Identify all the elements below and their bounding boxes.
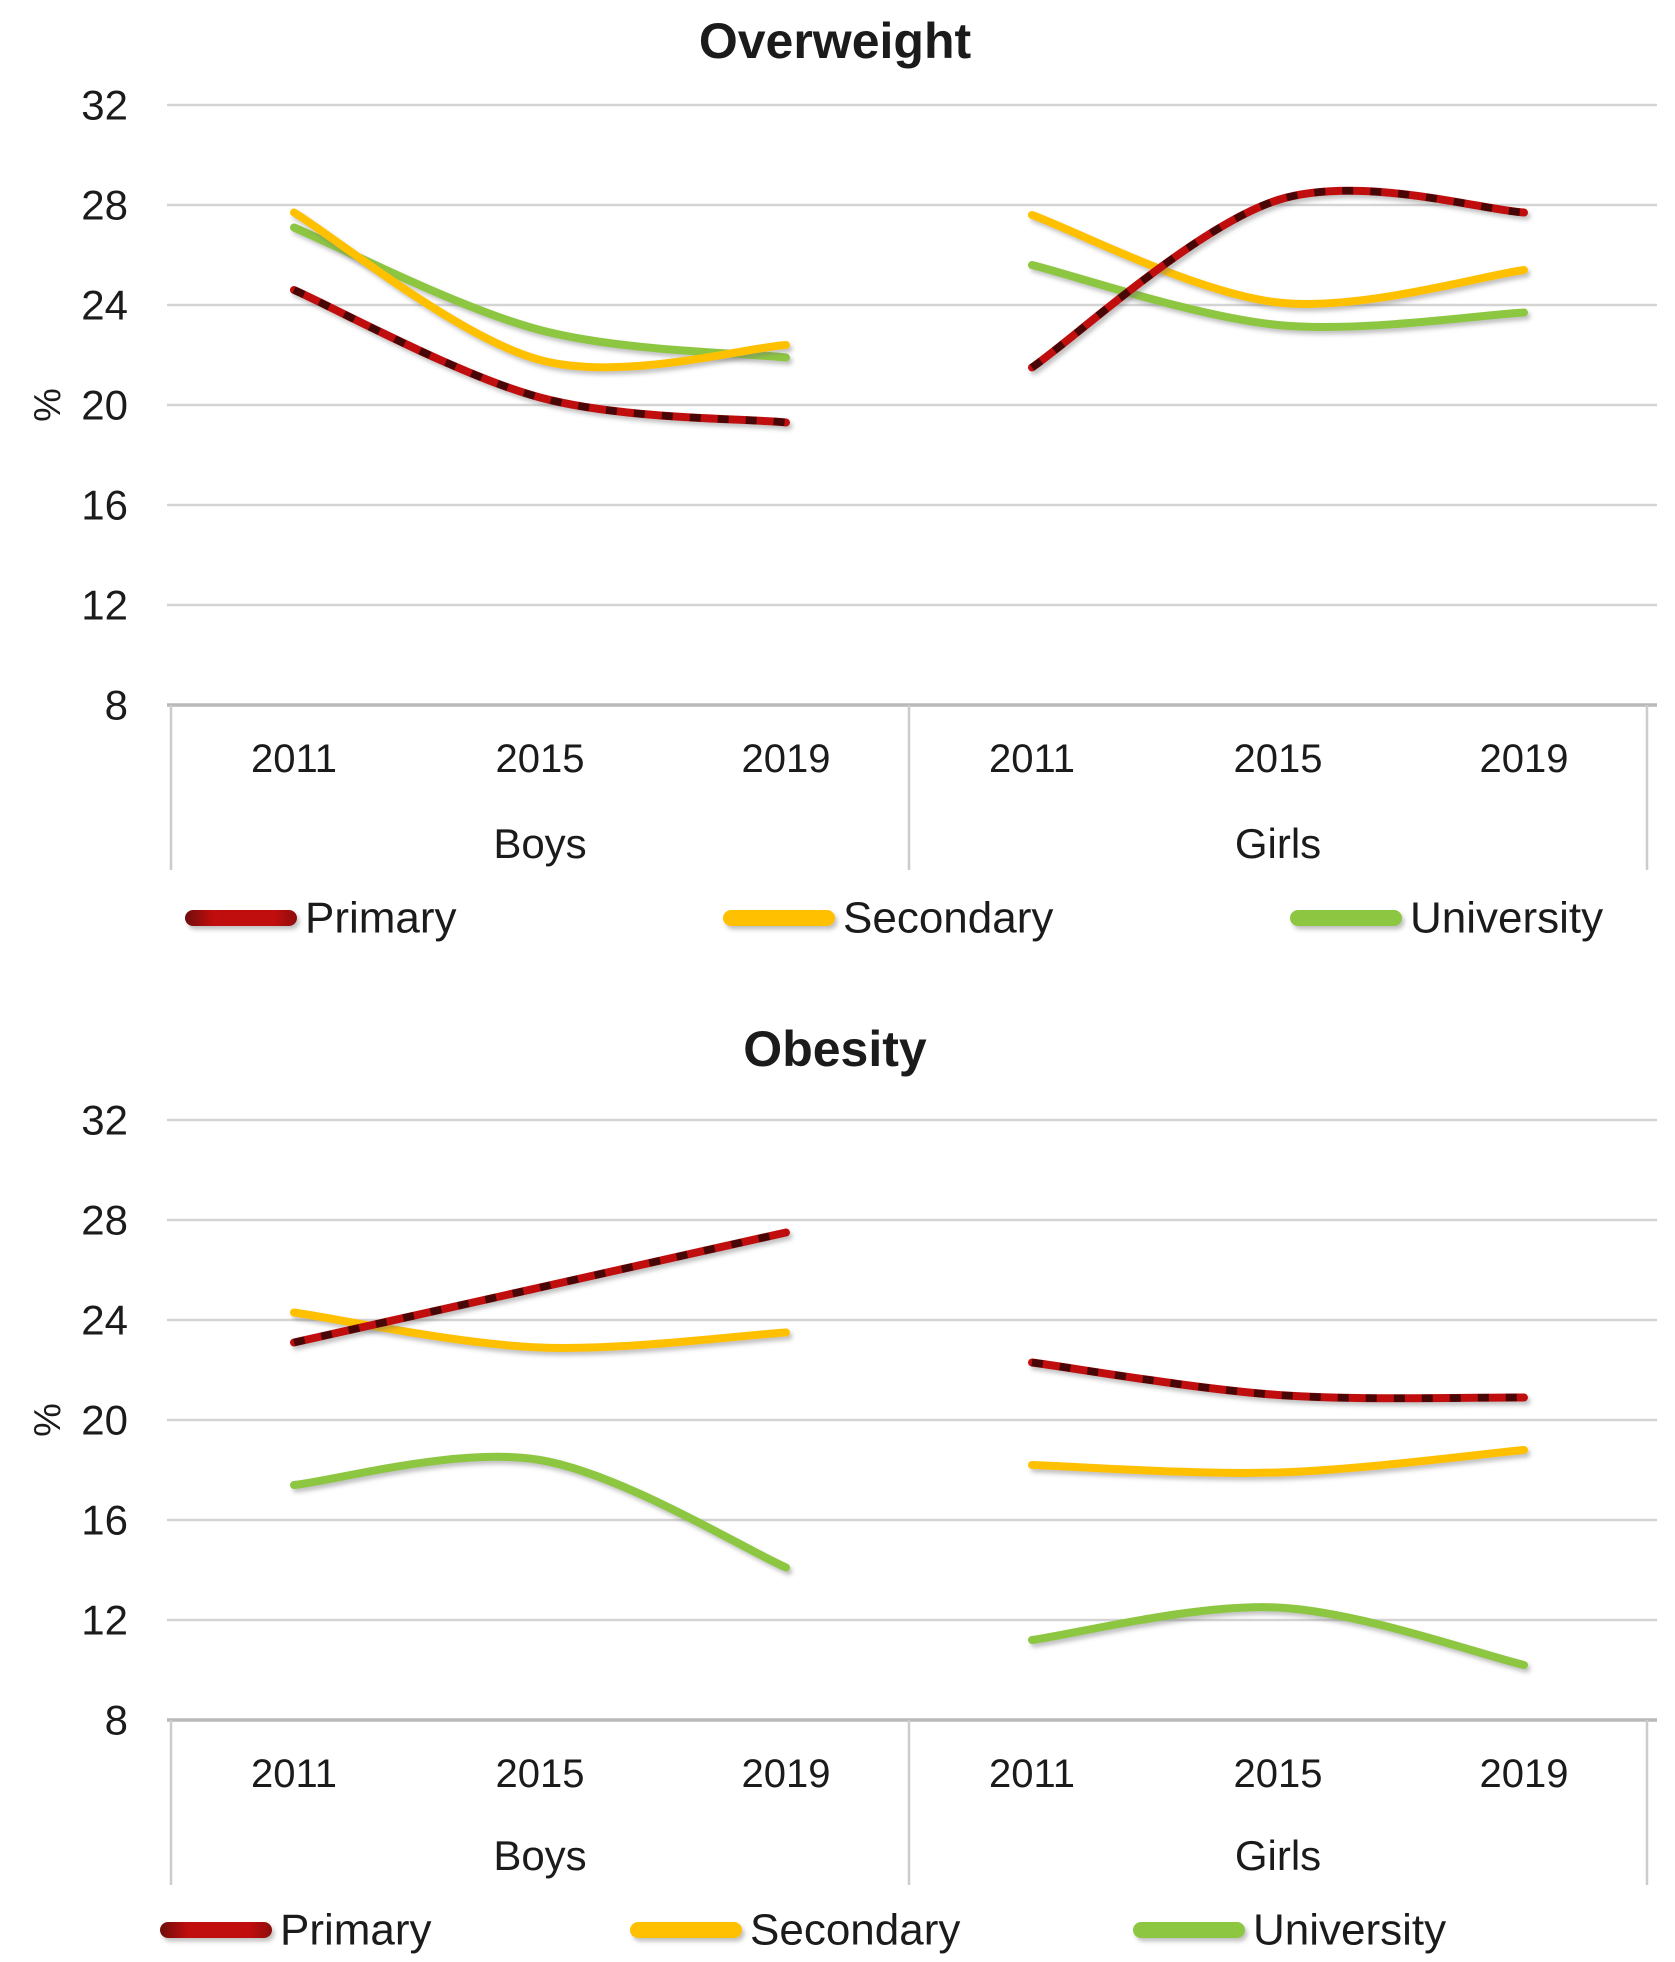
x-tick-label: 2011 — [251, 737, 337, 781]
series-line-rope-overlay-girls — [1031, 1358, 1525, 1403]
y-tick-label: 24 — [81, 1297, 128, 1344]
y-tick-label: 20 — [81, 382, 128, 429]
x-tick-label: 2019 — [742, 1752, 831, 1796]
x-tick-label: 2015 — [496, 737, 585, 781]
series-line-university-girls — [1028, 1603, 1528, 1669]
x-tick-label: 2015 — [1234, 1752, 1323, 1796]
legend-swatch-primary — [185, 910, 297, 926]
x-tick-label: 2019 — [742, 737, 831, 781]
chart-title-obesity: Obesity — [743, 1021, 927, 1077]
legend-label-primary: Primary — [305, 894, 457, 943]
x-tick-label: 2015 — [1234, 737, 1323, 781]
series-line-university-boys — [290, 223, 790, 362]
legend-label-primary: Primary — [280, 1906, 432, 1955]
series-line-rope-overlay-boys — [292, 286, 787, 427]
y-tick-label: 8 — [105, 1697, 128, 1744]
obesity-chart: 32 28 24 20 16 12 8% 2011 2015 2019 Boys 2011 2015 20… — [27, 1097, 1657, 1955]
legend-label-secondary: Secondary — [843, 894, 1053, 943]
panel-label-boys: Boys — [493, 820, 586, 867]
y-tick-label: 28 — [81, 1197, 128, 1244]
panel-label-boys: Boys — [493, 1832, 586, 1879]
series-line-primary-girls — [1028, 186, 1528, 372]
x-tick-label: 2019 — [1480, 737, 1569, 781]
series-line-university-girls — [1028, 261, 1528, 331]
x-tick-label: 2015 — [496, 1752, 585, 1796]
legend-swatch-secondary — [723, 910, 835, 926]
y-tick-label: 8 — [105, 682, 128, 729]
y-tick-label: 32 — [81, 1097, 128, 1144]
x-tick-label: 2011 — [251, 1752, 337, 1796]
y-tick-label: 28 — [81, 182, 128, 229]
y-tick-label: 12 — [81, 1597, 128, 1644]
series-line-secondary-boys — [290, 208, 790, 372]
legend-item-university: University — [1133, 1906, 1446, 1955]
legend-label-secondary: Secondary — [750, 1906, 960, 1955]
y-tick-label: 16 — [81, 1497, 128, 1544]
legend-item-primary: Primary — [185, 894, 457, 943]
series-line-primary-girls — [1028, 1358, 1528, 1403]
chart-title-overweight: Overweight — [699, 13, 972, 69]
x-tick-label: 2019 — [1480, 1752, 1569, 1796]
y-axis-percent-label: % — [27, 388, 69, 422]
series-line-rope-overlay-boys — [293, 1228, 787, 1347]
panel-label-girls: Girls — [1235, 820, 1321, 867]
x-tick-label: 2011 — [989, 1752, 1075, 1796]
legend-swatch-university — [1133, 1922, 1245, 1938]
series-line-university-boys — [290, 1452, 790, 1572]
legend-item-secondary: Secondary — [630, 1906, 960, 1955]
legend-label-university: University — [1253, 1906, 1446, 1955]
legend-swatch-secondary — [630, 1922, 742, 1938]
series-line-secondary-girls — [1028, 211, 1528, 308]
y-axis-percent-label: % — [27, 1403, 69, 1437]
series-line-rope-overlay-girls — [1029, 187, 1525, 371]
legend-item-primary: Primary — [160, 1906, 432, 1955]
y-tick-label: 32 — [81, 82, 128, 129]
series-line-secondary-girls — [1028, 1446, 1528, 1477]
legend-swatch-university — [1290, 910, 1402, 926]
overweight-chart: 32 28 24 20 16 12 8% 2011 2015 2019 Boys 2011 2015 20… — [27, 82, 1657, 943]
y-tick-label: 20 — [81, 1397, 128, 1444]
legend-label-university: University — [1410, 894, 1603, 943]
y-tick-label: 12 — [81, 582, 128, 629]
panel-label-girls: Girls — [1235, 1832, 1321, 1879]
y-tick-label: 24 — [81, 282, 128, 329]
y-tick-label: 16 — [81, 482, 128, 529]
legend-item-secondary: Secondary — [723, 894, 1053, 943]
legend-swatch-primary — [160, 1922, 272, 1938]
x-tick-label: 2011 — [989, 737, 1075, 781]
legend-item-university: University — [1290, 894, 1603, 943]
series-line-secondary-boys — [290, 1308, 790, 1352]
